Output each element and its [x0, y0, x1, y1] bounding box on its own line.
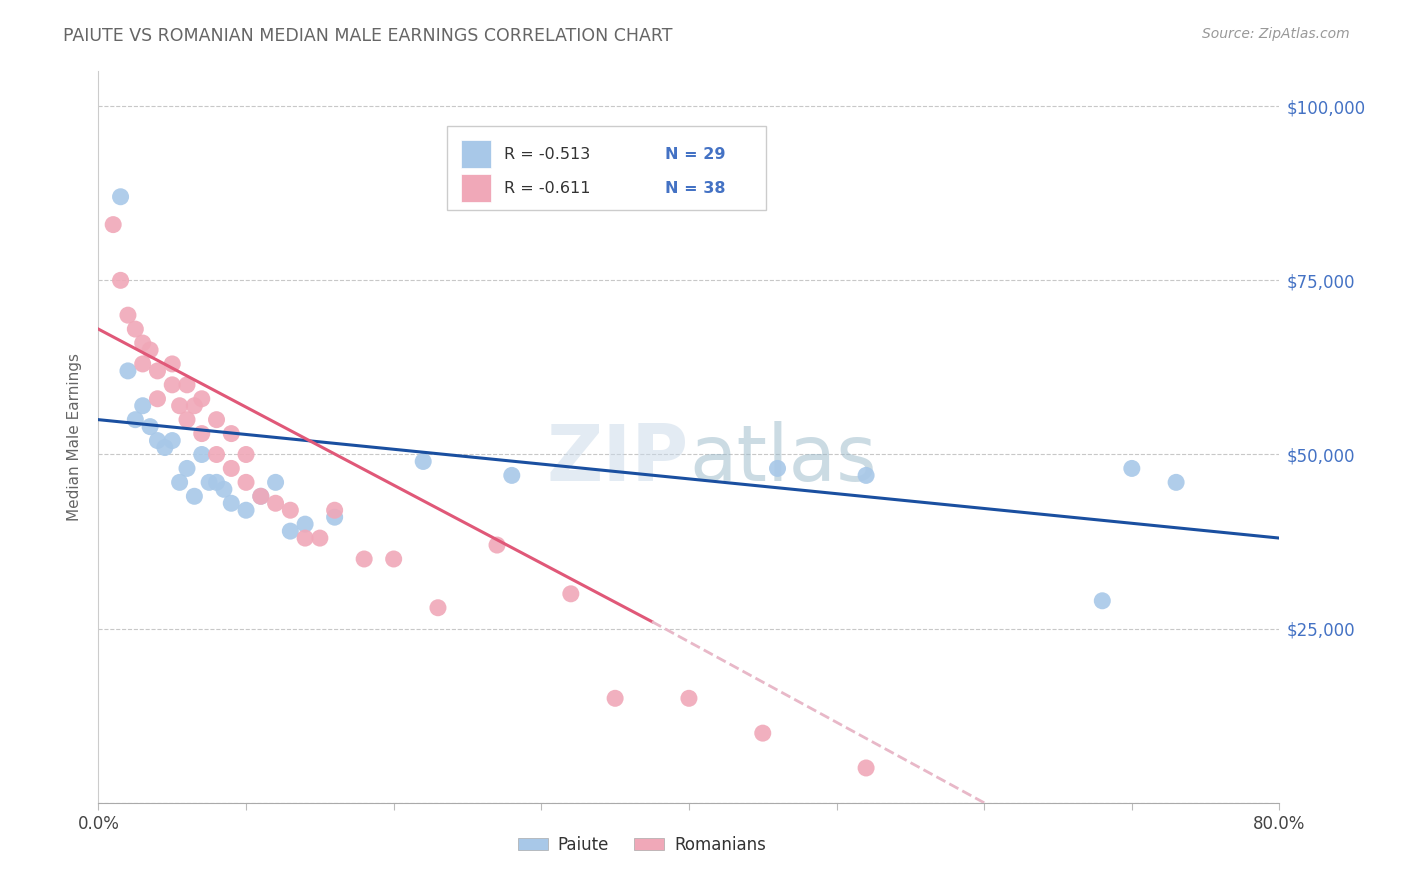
Text: ZIP: ZIP: [547, 421, 689, 497]
Point: [221, 496, 243, 510]
Point: [752, 726, 775, 740]
Point: [205, 475, 228, 490]
Point: [176, 412, 198, 426]
Point: [382, 552, 405, 566]
Point: [124, 412, 146, 426]
Point: [124, 322, 146, 336]
Point: [117, 364, 139, 378]
Point: [139, 343, 162, 357]
Point: [169, 475, 191, 490]
Point: [235, 503, 257, 517]
Point: [427, 600, 450, 615]
Point: [132, 357, 155, 371]
Point: [132, 336, 155, 351]
Point: [309, 531, 332, 545]
Y-axis label: Median Male Earnings: Median Male Earnings: [67, 353, 83, 521]
Point: [169, 399, 191, 413]
Point: [139, 419, 162, 434]
Point: [264, 475, 287, 490]
Point: [486, 538, 509, 552]
Point: [146, 434, 169, 448]
Text: PAIUTE VS ROMANIAN MEDIAN MALE EARNINGS CORRELATION CHART: PAIUTE VS ROMANIAN MEDIAN MALE EARNINGS …: [63, 27, 672, 45]
Point: [117, 308, 139, 322]
Point: [323, 503, 346, 517]
Point: [678, 691, 700, 706]
Bar: [461, 175, 491, 202]
Point: [280, 503, 302, 517]
Point: [191, 426, 214, 441]
Text: N = 29: N = 29: [665, 146, 725, 161]
Point: [294, 517, 316, 532]
Text: atlas: atlas: [689, 421, 876, 497]
Text: R = -0.513: R = -0.513: [503, 146, 589, 161]
Point: [176, 377, 198, 392]
Point: [235, 448, 257, 462]
Text: Source: ZipAtlas.com: Source: ZipAtlas.com: [1202, 27, 1350, 41]
Point: [855, 468, 877, 483]
Point: [250, 489, 273, 503]
Point: [501, 468, 523, 483]
Point: [1091, 594, 1114, 608]
Point: [264, 496, 287, 510]
Point: [412, 454, 434, 468]
Point: [605, 691, 627, 706]
Point: [353, 552, 375, 566]
Point: [153, 441, 176, 455]
Text: R = -0.611: R = -0.611: [503, 181, 591, 196]
Point: [560, 587, 582, 601]
Point: [110, 273, 132, 287]
Point: [212, 483, 235, 497]
Point: [205, 448, 228, 462]
Point: [162, 434, 183, 448]
Point: [323, 510, 346, 524]
Point: [1121, 461, 1143, 475]
Point: [183, 399, 205, 413]
FancyBboxPatch shape: [447, 126, 766, 211]
Text: N = 38: N = 38: [665, 181, 725, 196]
Point: [162, 377, 183, 392]
Point: [183, 489, 205, 503]
Point: [205, 412, 228, 426]
Point: [162, 357, 183, 371]
Point: [176, 461, 198, 475]
Point: [146, 364, 169, 378]
Point: [221, 426, 243, 441]
Point: [198, 475, 221, 490]
Point: [191, 448, 214, 462]
Point: [766, 461, 789, 475]
Point: [250, 489, 273, 503]
Point: [132, 399, 155, 413]
Legend: Paiute, Romanians: Paiute, Romanians: [510, 829, 772, 860]
Point: [855, 761, 877, 775]
Point: [280, 524, 302, 538]
Point: [146, 392, 169, 406]
Point: [191, 392, 214, 406]
Point: [103, 218, 125, 232]
Point: [235, 475, 257, 490]
Point: [294, 531, 316, 545]
Point: [221, 461, 243, 475]
Point: [1166, 475, 1188, 490]
Bar: [461, 140, 491, 168]
Point: [110, 190, 132, 204]
